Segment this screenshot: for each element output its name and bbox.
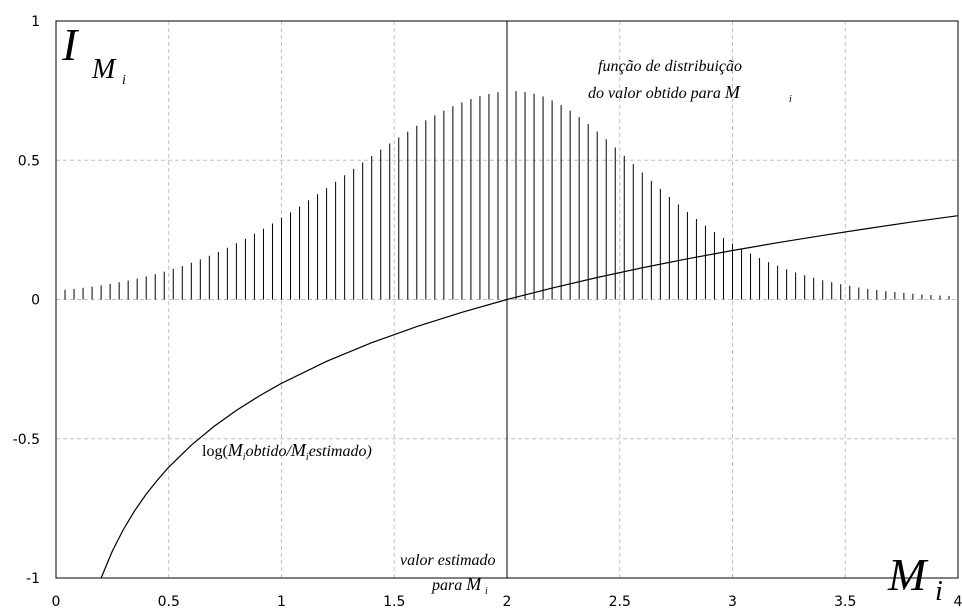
log-annotation: log(Miobtido/Miestimado) [202,440,372,463]
x-axis-label-sub: i [935,576,943,607]
x-tick-label: 4 [954,594,962,610]
x-tick-label: 2 [503,594,512,610]
x-tick-label: 1 [277,594,286,610]
x-tick-label: 0.5 [158,594,180,610]
x-tick-label: 3.5 [834,594,856,610]
log-ratio-curve [100,215,959,579]
y-axis-label-main: I [61,19,80,70]
y-axis-label: I [61,19,80,70]
y-tick-label: -0.5 [13,432,40,448]
y-tick-label: 0 [31,293,40,309]
y-axis-label-subsub: i [122,73,126,88]
estimated-annotation-line2: para M [431,574,482,594]
x-tick-label: 3 [728,594,737,610]
y-tick-label: 0.5 [18,153,40,169]
distribution-annotation-line1: função de distribuição [598,58,742,75]
x-axis-label-main: M [887,549,929,600]
estimated-annotation-sub: i [485,586,488,597]
x-tick-label: 0 [52,594,61,610]
y-tick-label: -1 [26,571,40,587]
estimated-annotation-line1: valor estimado [400,552,496,569]
x-tick-labels: 0 0.5 1 1.5 2 2.5 3 3.5 4 [52,594,962,610]
distribution-annotation-sub: i [789,94,792,105]
distribution-stems [64,91,950,300]
y-tick-labels: 1 0.5 0 -0.5 -1 [13,14,40,587]
distribution-annotation-line2: do valor obtido para M [588,82,741,102]
x-tick-label: 1.5 [383,594,405,610]
x-tick-label: 2.5 [609,594,631,610]
y-tick-label: 1 [31,14,40,30]
y-axis-label-sub: M [91,54,117,85]
